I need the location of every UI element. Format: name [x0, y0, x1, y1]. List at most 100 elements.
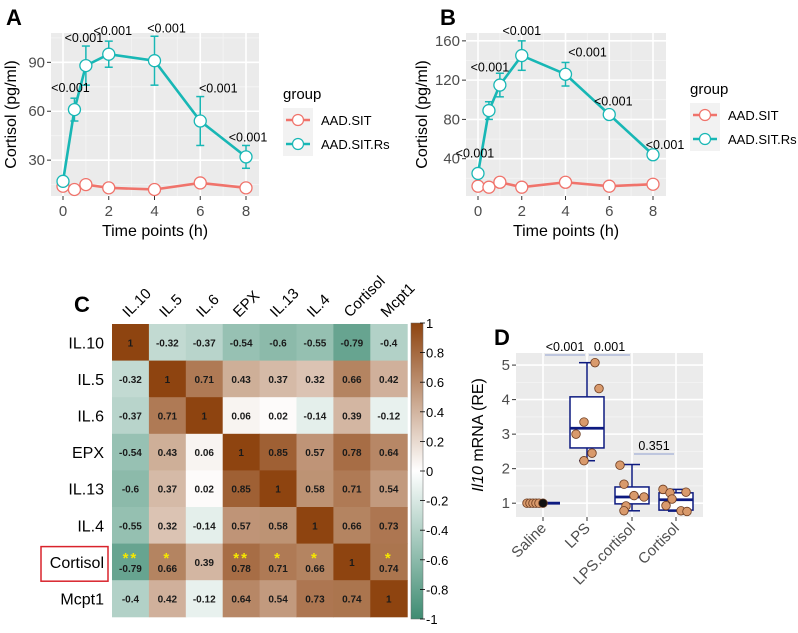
- heatmap-cell: [222, 507, 261, 545]
- x-tick-label: Cortisol: [635, 520, 683, 568]
- p-value-annotation: <0.001: [502, 24, 541, 38]
- heatmap-cell-value: -0.4: [380, 338, 398, 349]
- p-value-annotation: <0.001: [65, 31, 104, 45]
- data-point: [558, 175, 573, 189]
- colorbar-tick-label: -0.8: [426, 582, 448, 597]
- panel-label-a: A: [6, 5, 22, 30]
- heatmap-cell-value: -0.37: [119, 412, 142, 423]
- data-point: [147, 54, 162, 68]
- heatmap-cell: [148, 360, 187, 398]
- legend-label: AAD.SIT: [728, 108, 779, 123]
- heatmap-cell-value: 0.02: [268, 412, 288, 423]
- data-point: [79, 177, 93, 192]
- heatmap-column-label: IL.13: [267, 285, 303, 321]
- heatmap-cell: [222, 324, 261, 362]
- heatmap-cell: [333, 324, 371, 362]
- heatmap-cell-value: 0.39: [195, 558, 215, 569]
- heatmap-cell-value: -0.79: [119, 564, 142, 575]
- heatmap-cell-value: 0.58: [268, 521, 288, 532]
- heatmap-cell-value: -0.55: [119, 521, 142, 532]
- data-point: [193, 114, 207, 128]
- heatmap-cell: [148, 324, 187, 362]
- data-point: [594, 383, 604, 394]
- heatmap-cell: [296, 324, 334, 362]
- x-tick-label: 6: [605, 203, 613, 220]
- data-point: [558, 67, 573, 81]
- x-tick-label: 8: [242, 203, 250, 220]
- legend-key-point: [698, 108, 712, 122]
- heatmap-cell: [222, 470, 261, 508]
- comparison-p-value: 0.001: [594, 340, 625, 354]
- x-tick-label: 0: [474, 203, 482, 220]
- heatmap-cell-value: 0.64: [379, 448, 399, 459]
- colorbar-tick-label: -0.6: [426, 553, 448, 568]
- heatmap-cell: [259, 470, 297, 508]
- x-axis-title: Time points (h): [102, 223, 208, 240]
- heatmap-cell-value: 0.42: [158, 595, 178, 606]
- colorbar-tick-label: 0.6: [426, 375, 444, 390]
- y-tick-label: 90: [28, 54, 45, 71]
- heatmap-cell-value: 0.32: [305, 375, 325, 386]
- p-value-annotation: <0.001: [199, 82, 238, 96]
- heatmap-cell-value: 0.71: [195, 375, 215, 386]
- legend-key-point: [291, 137, 305, 151]
- heatmap-cell: [370, 470, 408, 508]
- panel-label-c: C: [74, 292, 90, 317]
- heatmap-cell: [112, 543, 150, 581]
- panel-c-heatmap: IL.10 IL.5 IL.6 EPX IL.13 IL.4 CortisolMcpt1IL…: [40, 273, 448, 627]
- data-point: [619, 479, 629, 489]
- legend-title: group: [283, 86, 321, 103]
- series-aad-sit-rs: <0.001 <0.001 <0.001 <0.001 <0.001 <0.001: [456, 24, 684, 181]
- heatmap-row-label: IL.10: [68, 335, 104, 352]
- heatmap-row-label: Mcpt1: [60, 592, 104, 609]
- y-tick-label: 1: [502, 495, 510, 512]
- heatmap-cell-value: 0.39: [342, 412, 362, 423]
- heatmap-cell-value: 0.66: [305, 564, 325, 575]
- colorbar-tick-label: 0.4: [426, 405, 444, 420]
- heatmap-cell-value: 0.43: [231, 375, 251, 386]
- heatmap-cell: [185, 324, 224, 362]
- heatmap-cell: [370, 507, 408, 545]
- series-aad-sit: [471, 175, 660, 194]
- data-point: [493, 175, 507, 189]
- heatmap-cell-value: 0.74: [379, 564, 399, 575]
- heatmap-cell-value: 0.66: [342, 521, 362, 532]
- data-point: [56, 174, 70, 188]
- comparison-p-value: 0.351: [638, 439, 669, 453]
- data-point: [79, 58, 93, 73]
- panel-b-line-chart: 0 2 4 6 8 40 80 120 160 Time points (h) Cortisol (…: [414, 24, 797, 240]
- heatmap-cell: [333, 543, 371, 581]
- data-point: [538, 498, 548, 508]
- data-point: [667, 494, 677, 504]
- heatmap-cell-value: 0.78: [231, 564, 251, 575]
- data-point: [639, 492, 649, 502]
- legend-label: AAD.SIT.Rs: [321, 137, 390, 152]
- heatmap-cell-value: 1: [238, 448, 244, 459]
- heatmap-cell-value: 0.42: [379, 375, 399, 386]
- heatmap-cell-value: 0.32: [158, 521, 178, 532]
- heatmap-cell-value: -0.14: [304, 412, 327, 423]
- heatmap-cell: [296, 397, 334, 435]
- heatmap-cell: [333, 360, 371, 398]
- heatmap-cell: [112, 433, 150, 471]
- data-point: [147, 182, 162, 197]
- data-point: [515, 48, 529, 63]
- heatmap-cell-value: 0.57: [305, 448, 325, 459]
- heatmap-column-label: IL.6: [193, 291, 223, 321]
- heatmap-cell-value: -0.6: [269, 338, 287, 349]
- x-tick-label: 2: [518, 203, 526, 220]
- heatmap-cell: [370, 580, 408, 618]
- heatmap-cell: [259, 507, 297, 545]
- heatmap-cell-value: 0.74: [342, 595, 362, 606]
- heatmap-cell-value: 0.54: [268, 595, 288, 606]
- data-point: [587, 448, 597, 458]
- data-point: [629, 490, 639, 501]
- y-axis-title-gene: Il10: [470, 466, 487, 492]
- y-axis-title-unit: mRNA (RE): [470, 378, 487, 466]
- heatmap-cell-value: 0.37: [158, 485, 178, 496]
- heatmap-cell: [259, 324, 297, 362]
- heatmap-cell: [222, 360, 261, 398]
- y-tick-label: 4: [502, 392, 510, 409]
- legend-label: AAD.SIT.Rs: [728, 132, 797, 147]
